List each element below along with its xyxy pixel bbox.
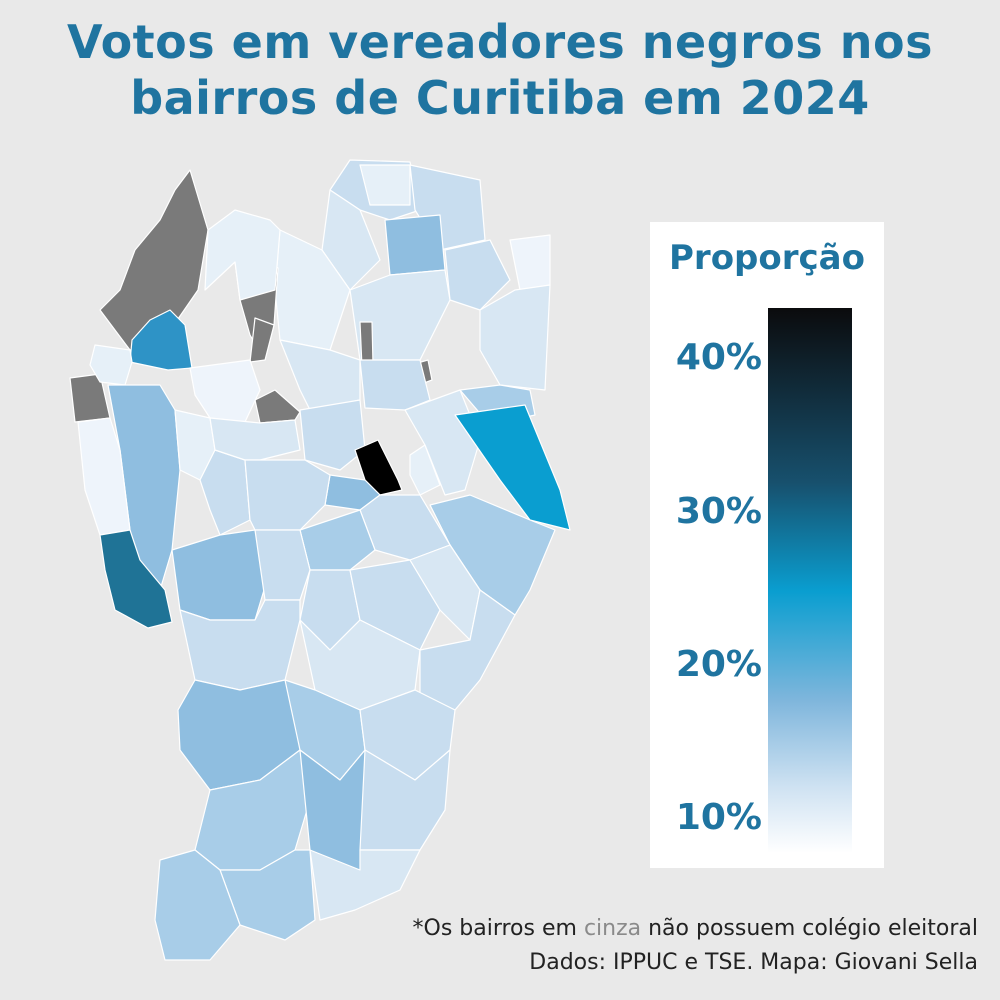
neighborhood-no-data xyxy=(99,169,209,351)
neighborhood-no-data xyxy=(254,389,301,424)
footnote-prefix: *Os bairros em xyxy=(412,916,584,941)
neighborhood xyxy=(454,404,571,531)
neighborhood xyxy=(189,359,261,423)
neighborhood xyxy=(349,559,441,651)
legend-tick-label: 20% xyxy=(675,644,762,685)
legend-tick-label: 40% xyxy=(675,337,762,378)
footnote-block: *Os bairros em cinza não possuem colégio… xyxy=(413,912,979,980)
footnote-suffix: não possuem colégio eleitoral xyxy=(641,916,978,941)
legend-tick-label: 30% xyxy=(675,491,762,532)
neighborhood xyxy=(129,309,193,371)
neighborhood xyxy=(299,399,366,471)
neighborhood-no-data xyxy=(249,317,275,363)
neighborhood xyxy=(359,164,411,206)
footnote-gray-word: cinza xyxy=(583,916,642,941)
neighborhood xyxy=(321,189,381,291)
legend: Proporção 40% 30% 20% 10% xyxy=(650,222,884,868)
map-svg xyxy=(69,159,571,961)
legend-title: Proporção xyxy=(669,238,865,278)
legend-tick-label: 10% xyxy=(675,797,762,838)
neighborhood xyxy=(219,849,316,941)
neighborhood xyxy=(309,849,421,921)
map-title-line-1: Votos em vereadores negros nos xyxy=(66,15,934,69)
footnote: *Os bairros em cinza não possuem colégio… xyxy=(413,912,979,946)
curitiba-neighborhood-map xyxy=(60,150,580,980)
neighborhood xyxy=(204,209,281,301)
map-title-line-2: bairros de Curitiba em 2024 xyxy=(130,71,870,125)
map-title: Votos em vereadores negros nos bairros d… xyxy=(0,14,1000,126)
neighborhood xyxy=(359,359,431,411)
neighborhood xyxy=(99,529,173,629)
neighborhood xyxy=(409,444,441,496)
credits: Dados: IPPUC e TSE. Mapa: Giovani Sella xyxy=(529,950,978,975)
neighborhood xyxy=(384,214,446,276)
neighborhood xyxy=(479,284,551,391)
neighborhood xyxy=(154,849,241,961)
neighborhood xyxy=(509,234,551,291)
neighborhood xyxy=(244,459,331,531)
legend-color-bar xyxy=(768,308,852,853)
neighborhood xyxy=(209,417,301,461)
neighborhood xyxy=(279,339,361,411)
neighborhood xyxy=(254,529,311,601)
neighborhood xyxy=(171,529,271,621)
